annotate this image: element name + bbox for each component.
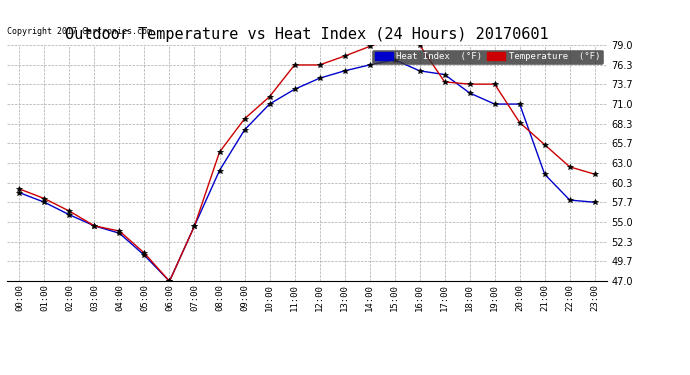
Title: Outdoor Temperature vs Heat Index (24 Hours) 20170601: Outdoor Temperature vs Heat Index (24 Ho…: [66, 27, 549, 42]
Text: Copyright 2017 Cartronics.com: Copyright 2017 Cartronics.com: [7, 27, 152, 36]
Legend: Heat Index  (°F), Temperature  (°F): Heat Index (°F), Temperature (°F): [372, 50, 602, 64]
